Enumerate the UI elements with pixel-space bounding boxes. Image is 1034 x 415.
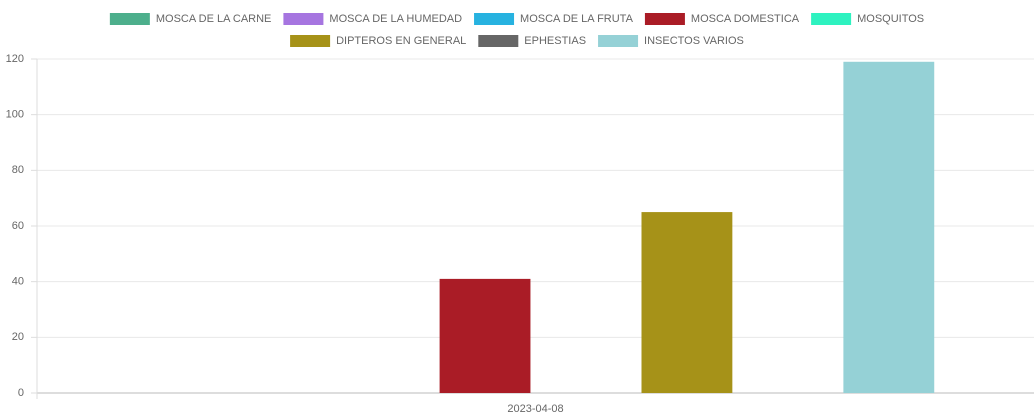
bar	[641, 212, 733, 393]
legend-label: MOSCA DE LA HUMEDAD	[329, 13, 462, 25]
legend-label: MOSCA DE LA CARNE	[156, 13, 272, 25]
legend-label: EPHESTIAS	[524, 35, 586, 47]
y-tick-label: 0	[18, 387, 24, 399]
legend-swatch	[811, 13, 852, 25]
y-tick-label: 100	[6, 109, 24, 121]
legend-swatch	[283, 13, 324, 25]
y-tick-label: 40	[12, 276, 24, 288]
bar	[843, 61, 935, 394]
y-tick-label: 60	[12, 220, 24, 232]
legend-label: INSECTOS VARIOS	[644, 35, 744, 47]
y-tick-label: 80	[12, 164, 24, 176]
y-tick-label: 120	[6, 53, 24, 65]
y-tick-label: 20	[12, 331, 24, 343]
bar	[439, 278, 531, 393]
legend-label: MOSCA DE LA FRUTA	[520, 13, 634, 25]
legend-label: DIPTEROS EN GENERAL	[336, 35, 466, 47]
legend-swatch	[644, 13, 685, 25]
legend-label: MOSQUITOS	[857, 13, 924, 25]
legend-swatch	[478, 35, 519, 47]
legend-swatch	[598, 35, 639, 47]
legend-swatch	[109, 13, 150, 25]
x-tick-label: 2023-04-08	[507, 403, 563, 415]
legend-label: MOSCA DOMESTICA	[691, 13, 800, 25]
legend-swatch	[290, 35, 331, 47]
legend-swatch	[474, 13, 515, 25]
